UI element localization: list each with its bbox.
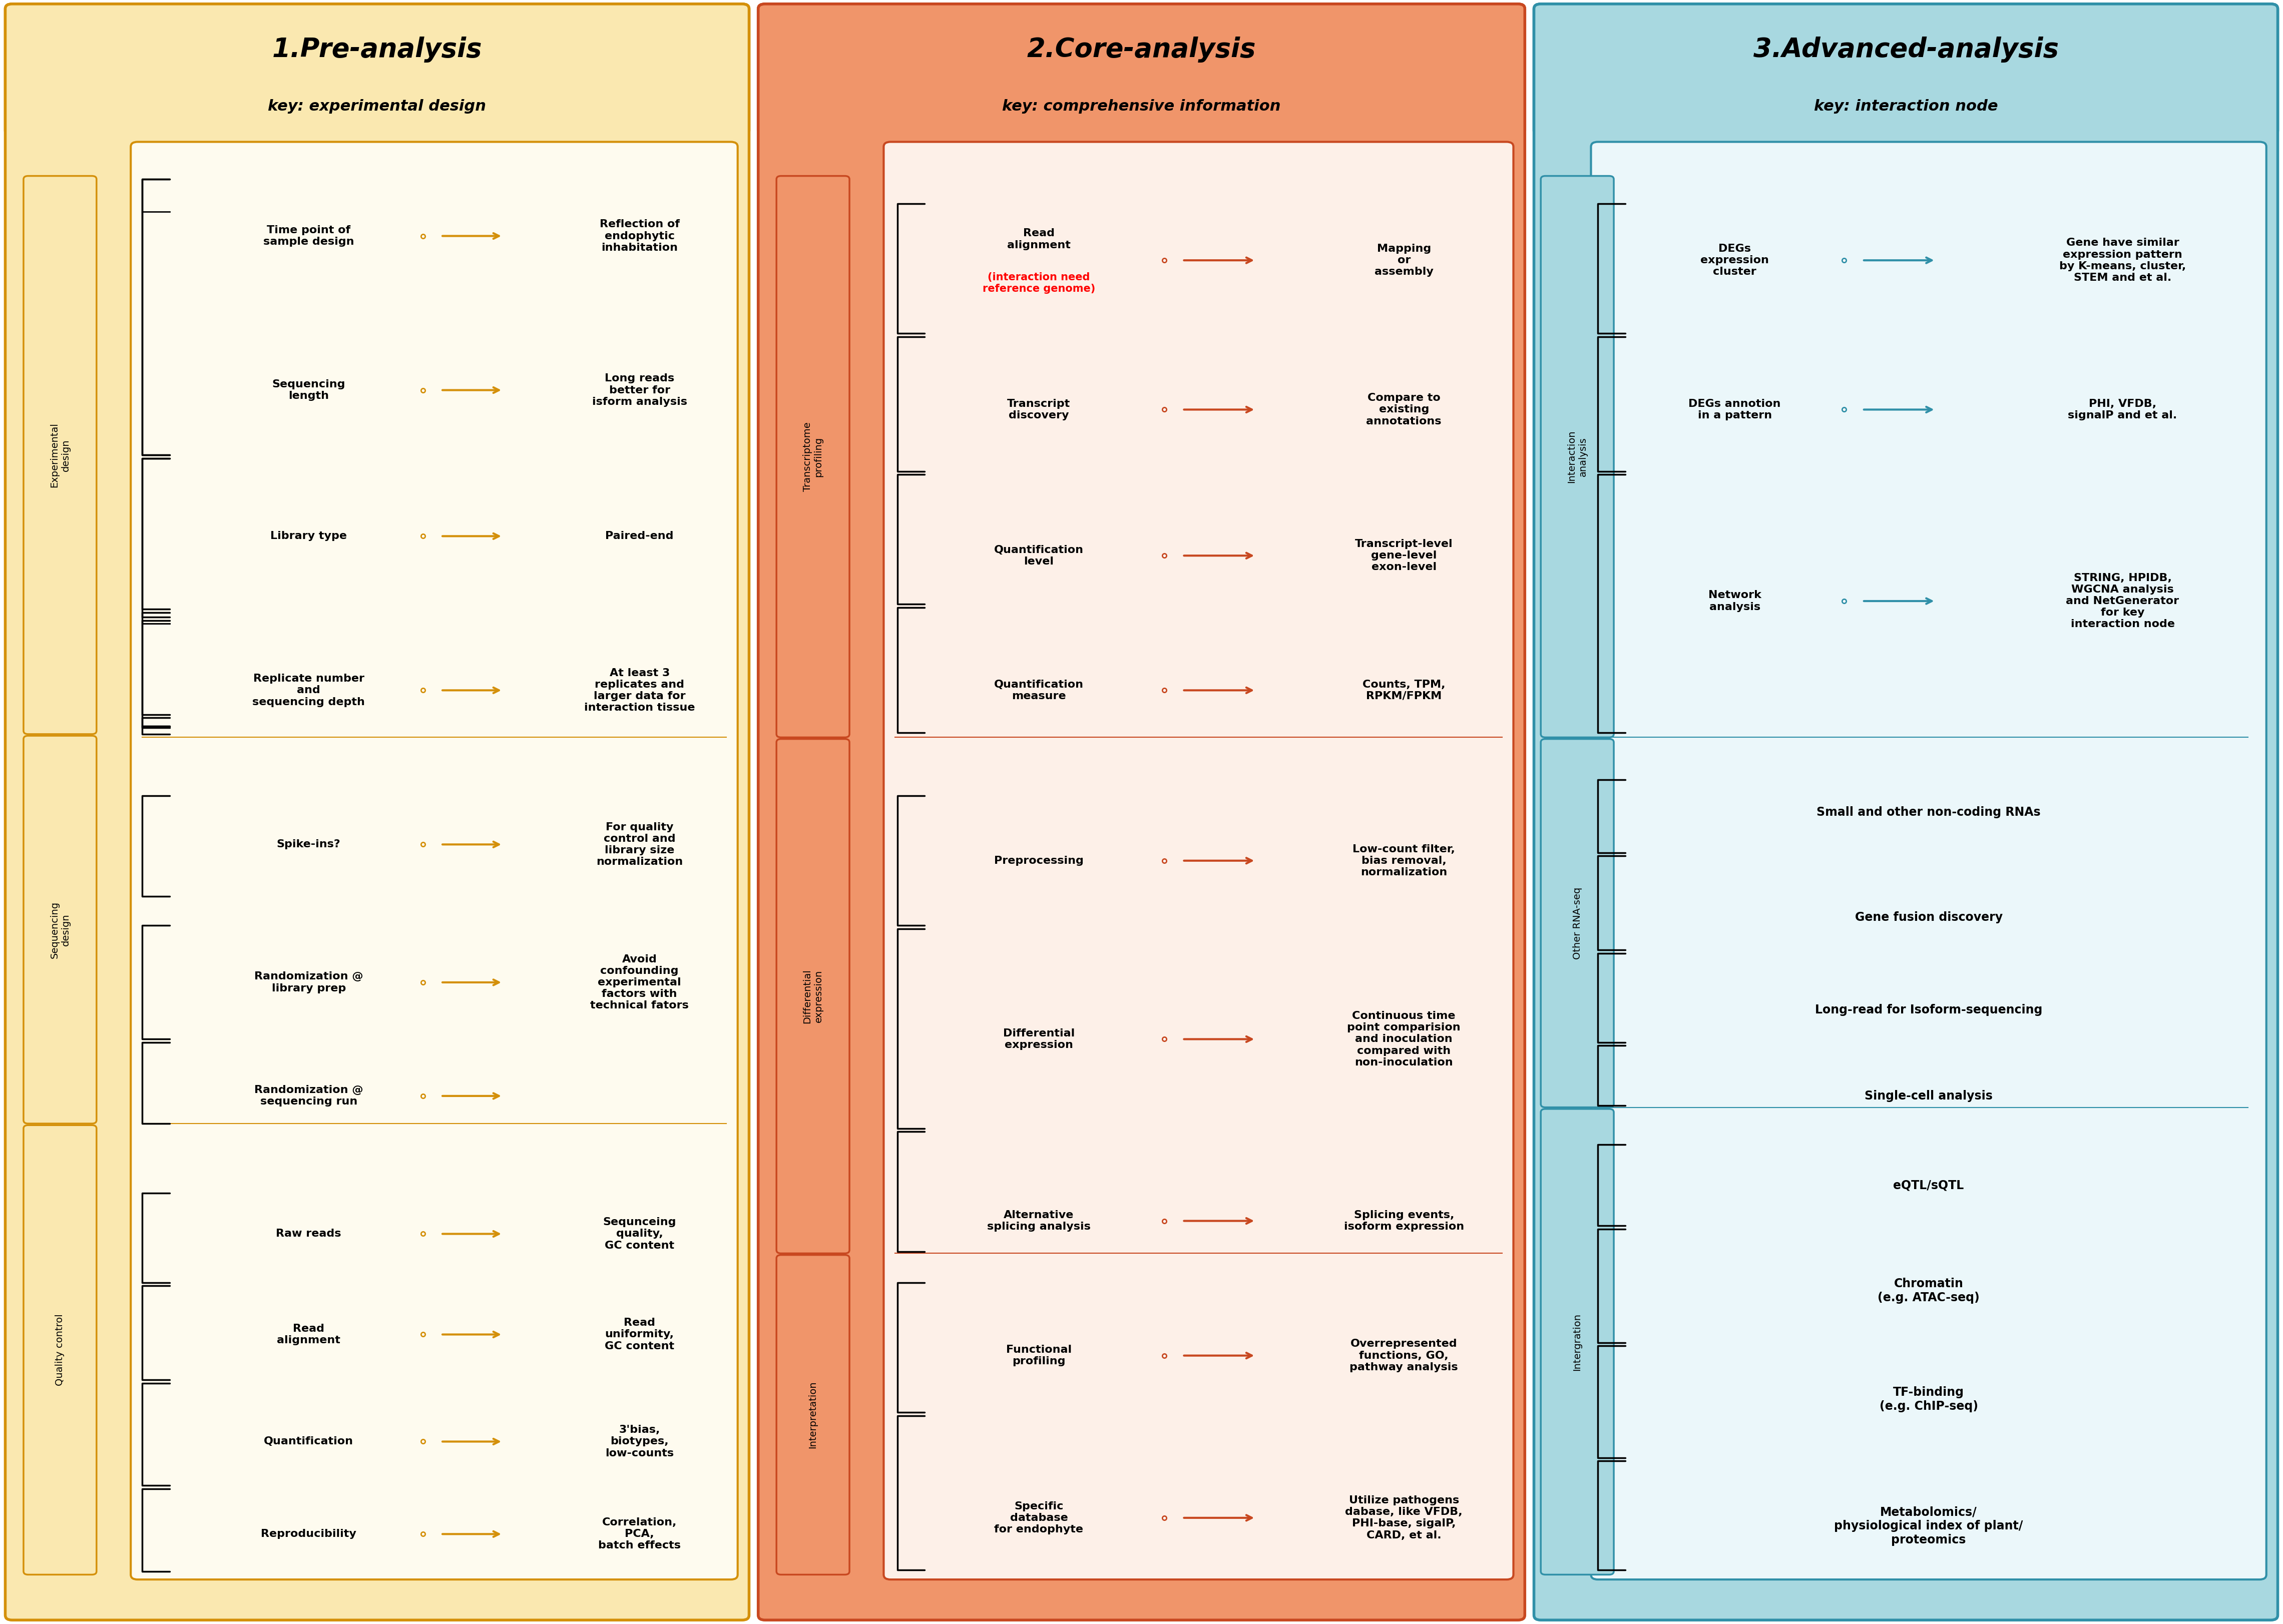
Text: Read
uniformity,
GC content: Read uniformity, GC content [605, 1317, 673, 1351]
Text: Long reads
better for
isform analysis: Long reads better for isform analysis [591, 374, 687, 406]
Text: DEGs annotion
in a pattern: DEGs annotion in a pattern [1689, 400, 1781, 421]
Text: Utilize pathogens
dabase, like VFDB,
PHI-base, sigalP,
CARD, et al.: Utilize pathogens dabase, like VFDB, PHI… [1345, 1496, 1463, 1540]
FancyBboxPatch shape [23, 1125, 96, 1575]
Text: PHI, VFDB,
signalP and et al.: PHI, VFDB, signalP and et al. [2068, 400, 2178, 421]
Text: For quality
control and
library size
normalization: For quality control and library size nor… [596, 822, 683, 867]
Text: Gene have similar
expression pattern
by K-means, cluster,
STEM and et al.: Gene have similar expression pattern by … [2059, 237, 2187, 283]
FancyBboxPatch shape [1541, 739, 1614, 1108]
Text: Transcript
discovery: Transcript discovery [1007, 400, 1071, 421]
Text: Correlation,
PCA,
batch effects: Correlation, PCA, batch effects [598, 1517, 680, 1551]
Text: Other RNA-seq: Other RNA-seq [1573, 887, 1582, 960]
Text: Sequnceing
quality,
GC content: Sequnceing quality, GC content [603, 1218, 676, 1250]
Text: key: comprehensive information: key: comprehensive information [1002, 99, 1281, 114]
Text: Functional
profiling: Functional profiling [1007, 1345, 1071, 1366]
FancyBboxPatch shape [130, 141, 737, 1580]
Text: Randomization @
library prep: Randomization @ library prep [253, 971, 363, 994]
Text: Read
alignment: Read alignment [1007, 229, 1071, 250]
Text: Chromatin
(e.g. ATAC-seq): Chromatin (e.g. ATAC-seq) [1877, 1278, 1979, 1304]
Text: TF-binding
(e.g. ChIP-seq): TF-binding (e.g. ChIP-seq) [1879, 1387, 1977, 1413]
Text: Small and other non-coding RNAs: Small and other non-coding RNAs [1817, 806, 2041, 818]
Text: Compare to
existing
annotations: Compare to existing annotations [1365, 393, 1441, 425]
Text: Raw reads: Raw reads [276, 1229, 342, 1239]
Text: Overrepresented
functions, GO,
pathway analysis: Overrepresented functions, GO, pathway a… [1349, 1338, 1459, 1372]
Text: Single-cell analysis: Single-cell analysis [1865, 1090, 1993, 1103]
Text: Network
analysis: Network analysis [1708, 590, 1760, 612]
Text: At least 3
replicates and
larger data for
interaction tissue: At least 3 replicates and larger data fo… [584, 667, 694, 713]
Text: Quality control: Quality control [55, 1314, 64, 1385]
FancyBboxPatch shape [23, 736, 96, 1124]
Text: Alternative
splicing analysis: Alternative splicing analysis [986, 1210, 1091, 1231]
Text: Quantification: Quantification [265, 1437, 354, 1447]
FancyBboxPatch shape [5, 3, 749, 135]
Text: Transcriptome
profiling: Transcriptome profiling [804, 422, 824, 492]
Text: Specific
database
for endophyte: Specific database for endophyte [995, 1501, 1084, 1535]
Text: Gene fusion discovery: Gene fusion discovery [1854, 911, 2002, 924]
Text: Randomization @
sequencing run: Randomization @ sequencing run [253, 1085, 363, 1108]
FancyBboxPatch shape [758, 3, 1525, 135]
FancyBboxPatch shape [776, 1255, 849, 1575]
Text: Read
alignment: Read alignment [276, 1324, 340, 1345]
Text: Low-count filter,
bias removal,
normalization: Low-count filter, bias removal, normaliz… [1352, 844, 1454, 877]
Text: Quantification
level: Quantification level [993, 544, 1084, 567]
Text: Quantification
measure: Quantification measure [993, 679, 1084, 702]
Text: Intergration: Intergration [1573, 1314, 1582, 1371]
Text: Avoid
confounding
experimental
factors with
technical fators: Avoid confounding experimental factors w… [591, 955, 689, 1010]
FancyBboxPatch shape [884, 141, 1514, 1580]
FancyBboxPatch shape [1541, 1109, 1614, 1575]
Text: Time point of
sample design: Time point of sample design [263, 226, 354, 247]
Text: Differential
expression: Differential expression [804, 970, 824, 1023]
Text: Counts, TPM,
RPKM/FPKM: Counts, TPM, RPKM/FPKM [1363, 679, 1445, 702]
FancyBboxPatch shape [776, 175, 849, 737]
Text: Metabolomics/
physiological index of plant/
proteomics: Metabolomics/ physiological index of pla… [1833, 1505, 2023, 1546]
Text: Sequencing
length: Sequencing length [272, 380, 345, 401]
FancyBboxPatch shape [1534, 3, 2278, 135]
Text: Experimental
design: Experimental design [50, 422, 71, 487]
Text: Differential
expression: Differential expression [1002, 1028, 1075, 1051]
Text: 1.Pre-analysis: 1.Pre-analysis [272, 36, 482, 62]
FancyBboxPatch shape [1541, 175, 1614, 737]
Text: (interaction need
reference genome): (interaction need reference genome) [982, 273, 1096, 294]
FancyBboxPatch shape [1591, 141, 2267, 1580]
Text: DEGs
expression
cluster: DEGs expression cluster [1701, 244, 1769, 278]
Text: Splicing events,
isoform expression: Splicing events, isoform expression [1345, 1210, 1463, 1231]
Text: Interpretation: Interpretation [808, 1380, 817, 1449]
Text: 3.Advanced-analysis: 3.Advanced-analysis [1753, 36, 2059, 62]
FancyBboxPatch shape [5, 3, 749, 1621]
Text: 3'bias,
biotypes,
low-counts: 3'bias, biotypes, low-counts [605, 1424, 673, 1458]
Text: STRING, HPIDB,
WGCNA analysis
and NetGenerator
for key
interaction node: STRING, HPIDB, WGCNA analysis and NetGen… [2066, 573, 2180, 628]
Text: Reproducibility: Reproducibility [260, 1530, 356, 1540]
Text: Reflection of
endophytic
inhabitation: Reflection of endophytic inhabitation [600, 219, 680, 253]
FancyBboxPatch shape [23, 175, 96, 734]
Text: Mapping
or
assembly: Mapping or assembly [1374, 244, 1434, 278]
FancyBboxPatch shape [776, 739, 849, 1254]
Text: key: interaction node: key: interaction node [1815, 99, 1998, 114]
Text: Interaction
analysis: Interaction analysis [1566, 430, 1587, 482]
Text: eQTL/sQTL: eQTL/sQTL [1893, 1179, 1963, 1192]
Text: Library type: Library type [269, 531, 347, 541]
FancyBboxPatch shape [758, 3, 1525, 1621]
Text: Sequencing
design: Sequencing design [50, 901, 71, 958]
Text: key: experimental design: key: experimental design [267, 99, 486, 114]
Text: Paired-end: Paired-end [605, 531, 673, 541]
Text: Preprocessing: Preprocessing [993, 856, 1084, 866]
Text: Replicate number
and
sequencing depth: Replicate number and sequencing depth [253, 674, 365, 706]
Text: Spike-ins?: Spike-ins? [276, 840, 340, 849]
Text: Transcript-level
gene-level
exon-level: Transcript-level gene-level exon-level [1354, 539, 1452, 572]
FancyBboxPatch shape [1534, 3, 2278, 1621]
Text: Long-read for Isoform-sequencing: Long-read for Isoform-sequencing [1815, 1004, 2043, 1017]
Text: Continuous time
point comparision
and inoculation
compared with
non-inoculation: Continuous time point comparision and in… [1347, 1010, 1461, 1067]
Text: 2.Core-analysis: 2.Core-analysis [1027, 36, 1256, 62]
